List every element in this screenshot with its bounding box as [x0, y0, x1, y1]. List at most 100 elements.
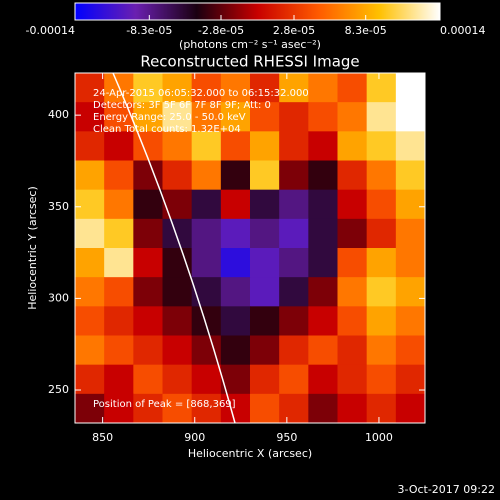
heatmap-cell	[162, 160, 193, 191]
heatmap-cell	[279, 160, 309, 191]
heatmap-cell	[308, 393, 338, 424]
heatmap-cell	[250, 335, 280, 366]
heatmap-cell	[366, 335, 397, 366]
heatmap-cell	[191, 73, 222, 103]
heatmap-cell	[133, 218, 163, 249]
heatmap-cell	[308, 102, 338, 132]
heatmap-cell	[395, 248, 426, 278]
colorbar-tick-label: -2.8e-05	[198, 24, 244, 37]
heatmap-cell	[220, 393, 251, 424]
x-tick-label: 1000	[365, 431, 393, 444]
heatmap-cell	[191, 306, 222, 336]
heatmap-cell	[133, 189, 163, 220]
heatmap-cell	[337, 306, 368, 336]
heatmap-cell	[250, 73, 280, 103]
heatmap-cell	[75, 393, 105, 424]
heatmap-cell	[279, 393, 309, 424]
annotation: 24-Apr-2015 06:05:32.000 to 06:15:32.000	[93, 88, 309, 99]
heatmap-cell	[162, 131, 193, 161]
heatmap-cell	[279, 277, 309, 307]
y-tick-label: 350	[48, 200, 69, 213]
heatmap	[75, 73, 426, 424]
heatmap-cell	[279, 335, 309, 366]
heatmap-cell	[220, 335, 251, 366]
heatmap-cell	[191, 364, 222, 395]
heatmap-cell	[279, 248, 309, 278]
heatmap-cell	[279, 131, 309, 161]
heatmap-cell	[250, 102, 280, 132]
heatmap-cell	[191, 189, 222, 220]
heatmap-cell	[162, 218, 193, 249]
heatmap-cell	[395, 218, 426, 249]
heatmap-cell	[104, 102, 134, 132]
annotation: Clean Total counts: 1.32E+04	[93, 124, 241, 135]
heatmap-cell	[75, 277, 105, 307]
y-tick-label: 400	[48, 108, 69, 121]
heatmap-cell	[366, 248, 397, 278]
heatmap-cell	[250, 306, 280, 336]
heatmap-cell	[104, 364, 134, 395]
heatmap-cell	[366, 364, 397, 395]
heatmap-cell	[250, 277, 280, 307]
heatmap-cell	[308, 131, 338, 161]
footer: 3-Oct-2017 09:22	[398, 483, 495, 496]
y-tick-label: 300	[48, 291, 69, 304]
heatmap-cell	[279, 364, 309, 395]
heatmap-cell	[395, 364, 426, 395]
y-axis-label: Heliocentric Y (arcsec)	[26, 186, 39, 310]
heatmap-cell	[308, 248, 338, 278]
heatmap-cell	[395, 131, 426, 161]
heatmap-cell	[75, 364, 105, 395]
heatmap-cell	[162, 189, 193, 220]
heatmap-cell	[162, 248, 193, 278]
heatmap-cell	[133, 306, 163, 336]
heatmap-cell	[366, 393, 397, 424]
colorbar-tick-label: 0.00014	[440, 24, 486, 37]
heatmap-cell	[395, 306, 426, 336]
heatmap-cell	[395, 73, 426, 103]
heatmap-cell	[75, 131, 105, 161]
heatmap-cell	[366, 73, 397, 103]
heatmap-cell	[75, 335, 105, 366]
heatmap-cell	[366, 218, 397, 249]
heatmap-cell	[104, 306, 134, 336]
heatmap-cell	[308, 218, 338, 249]
heatmap-cell	[366, 189, 397, 220]
heatmap-cell	[337, 364, 368, 395]
heatmap-cell	[75, 102, 105, 132]
heatmap-cell	[104, 131, 134, 161]
heatmap-cell	[337, 189, 368, 220]
y-tick-label: 250	[48, 383, 69, 396]
heatmap-cell	[366, 102, 397, 132]
heatmap-cell	[104, 218, 134, 249]
heatmap-cell	[191, 160, 222, 191]
heatmap-cell	[162, 102, 193, 132]
heatmap-cell	[308, 306, 338, 336]
heatmap-cell	[104, 189, 134, 220]
heatmap-cell	[191, 277, 222, 307]
heatmap-cell	[133, 73, 163, 103]
heatmap-cell	[220, 306, 251, 336]
x-tick-label: 850	[92, 431, 113, 444]
heatmap-cell	[337, 335, 368, 366]
heatmap-cell	[104, 248, 134, 278]
heatmap-cell	[162, 73, 193, 103]
heatmap-cell	[191, 218, 222, 249]
x-tick-label: 900	[184, 431, 205, 444]
heatmap-cell	[337, 131, 368, 161]
solar-limb	[112, 72, 236, 424]
heatmap-cell	[395, 335, 426, 366]
heatmap-cell	[337, 248, 368, 278]
heatmap-cell	[279, 189, 309, 220]
heatmap-cell	[220, 277, 251, 307]
heatmap-cell	[337, 102, 368, 132]
heatmap-cell	[308, 189, 338, 220]
colorbar-tick-label: -0.00014	[26, 24, 75, 37]
heatmap-cell	[75, 73, 105, 103]
heatmap-cell	[220, 131, 251, 161]
heatmap-cell	[250, 160, 280, 191]
heatmap-cell	[308, 335, 338, 366]
heatmap-cell	[337, 73, 368, 103]
annotation: Energy Range: 25.0 - 50.0 keV	[93, 112, 246, 123]
